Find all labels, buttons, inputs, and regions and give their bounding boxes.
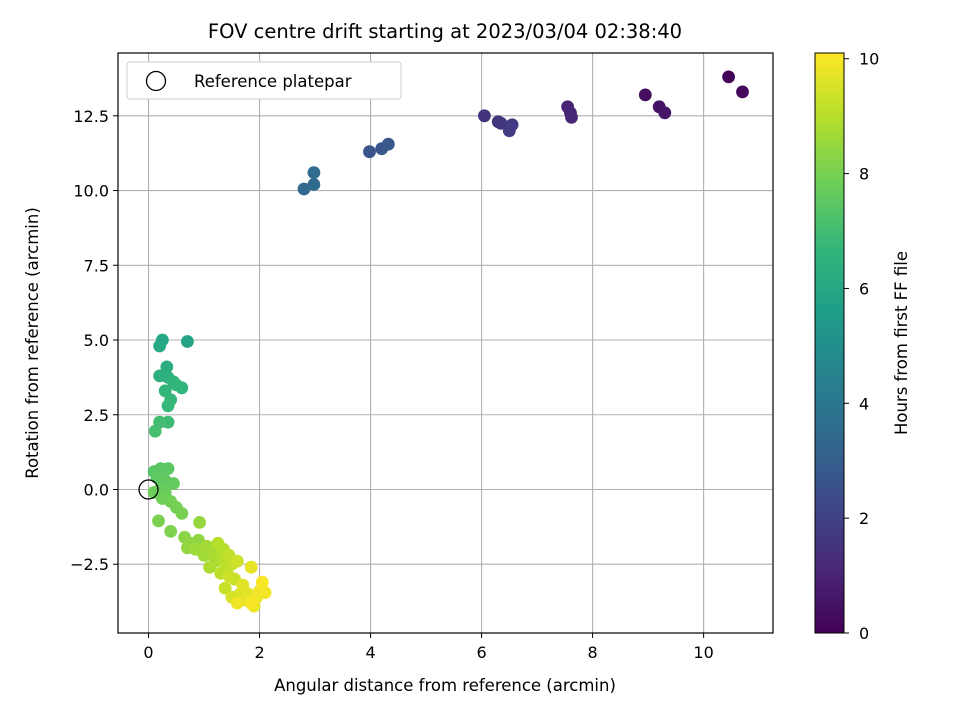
data-point: [161, 462, 175, 475]
data-point: [218, 581, 232, 595]
x-axis-ticks: 0 2 4 6 8 10: [143, 633, 714, 662]
x-tick-label: 4: [365, 643, 375, 662]
colorbar-tick-label: 8: [859, 165, 869, 184]
data-point: [152, 514, 165, 528]
data-point: [160, 360, 174, 374]
legend-marker-reference: [145, 70, 167, 92]
data-point: [658, 106, 672, 120]
y-tick-label: −2.5: [70, 555, 109, 574]
data-point: [153, 339, 167, 353]
data-point: [381, 137, 395, 151]
plot-frame: [117, 52, 774, 634]
data-point: [244, 560, 258, 574]
data-point: [736, 85, 749, 99]
data-point: [565, 110, 578, 124]
data-point: [161, 399, 175, 413]
y-axis-ticks: −2.5 0.0 2.5 5.0 7.5 10.0 12.5: [70, 107, 118, 574]
colorbar: 0 2 4 6 8 10 Hours from first FF file: [814, 50, 911, 643]
x-tick-label: 2: [254, 643, 264, 662]
data-point: [211, 536, 225, 550]
data-point: [494, 116, 508, 130]
data-point: [169, 378, 183, 392]
legend: Reference platepar: [126, 61, 402, 100]
x-tick-label: 0: [143, 643, 153, 662]
colorbar-ticks: 0 2 4 6 8 10: [844, 50, 879, 643]
colorbar-tick-label: 10: [859, 50, 879, 69]
x-tick-label: 10: [693, 643, 713, 662]
legend-label-reference: Reference platepar: [194, 72, 352, 91]
data-point: [175, 507, 189, 520]
data-point: [244, 596, 258, 610]
x-tick-label: 8: [588, 643, 598, 662]
colorbar-tick-label: 6: [859, 279, 869, 298]
colorbar-tick-label: 2: [859, 509, 869, 528]
data-point: [722, 70, 735, 84]
data-point: [193, 516, 207, 529]
data-point: [505, 118, 519, 132]
x-axis-label: Angular distance from reference (arcmin): [274, 676, 616, 695]
chart-title: FOV centre drift starting at 2023/03/04 …: [208, 20, 682, 43]
data-point: [255, 575, 269, 589]
data-point: [478, 109, 491, 123]
y-tick-label: 12.5: [73, 107, 109, 126]
data-point: [307, 178, 321, 191]
data-point: [297, 182, 311, 196]
scatter-points: [138, 70, 749, 613]
y-tick-label: 5.0: [84, 331, 109, 350]
data-point: [222, 569, 236, 583]
data-point: [307, 166, 321, 180]
y-axis-label: Rotation from reference (arcmin): [23, 207, 42, 479]
x-tick-label: 6: [476, 643, 486, 662]
y-tick-label: 2.5: [84, 406, 109, 425]
colorbar-tick-label: 0: [859, 624, 869, 643]
reference-platepar-marker: [138, 479, 159, 500]
colorbar-tick-label: 4: [859, 394, 869, 413]
colorbar-label: Hours from first FF file: [892, 251, 911, 435]
y-tick-label: 10.0: [73, 182, 109, 201]
data-point: [638, 88, 652, 102]
data-point: [230, 596, 244, 610]
data-point: [164, 525, 178, 538]
y-tick-label: 7.5: [84, 256, 109, 275]
data-point: [167, 477, 180, 490]
colorbar-gradient: [814, 52, 845, 634]
data-point: [148, 424, 162, 438]
data-point: [181, 335, 194, 348]
data-point: [230, 554, 244, 568]
data-point: [258, 586, 272, 599]
y-tick-label: 0.0: [84, 480, 109, 499]
data-point: [203, 560, 217, 574]
data-point: [363, 145, 376, 159]
legend-box: [126, 61, 402, 100]
